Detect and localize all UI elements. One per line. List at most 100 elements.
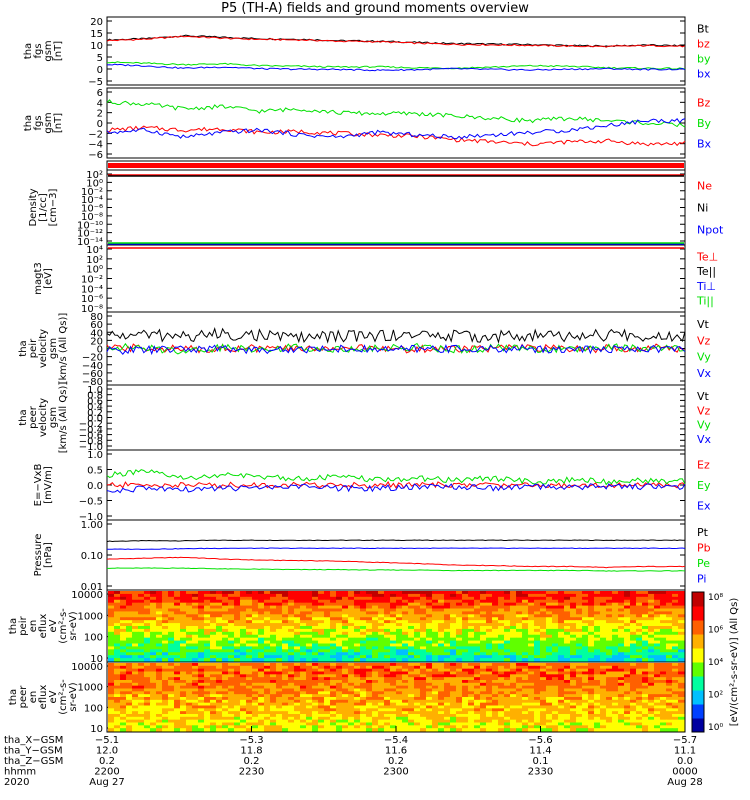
heatmap-cell — [642, 646, 649, 650]
heatmap-cell — [294, 596, 301, 601]
heatmap-cell — [612, 728, 619, 732]
heatmap-cell — [414, 628, 421, 633]
heatmap-cell — [114, 674, 121, 678]
heatmap-cell — [546, 699, 553, 704]
heatmap-cell — [228, 655, 235, 659]
heatmap-cell — [618, 637, 625, 642]
heatmap-cell — [306, 716, 313, 721]
heatmap-cell — [336, 697, 343, 701]
heatmap-cell — [192, 699, 199, 704]
y-tick-label: −0.4 — [79, 425, 103, 436]
heatmap-cell — [444, 677, 451, 681]
heatmap-cell — [558, 694, 565, 698]
heatmap-cell — [522, 711, 529, 715]
heatmap-cell — [120, 682, 127, 687]
heatmap-cell — [282, 688, 289, 692]
heatmap-cell — [366, 716, 373, 721]
heatmap-cell — [420, 711, 427, 715]
heatmap-cell — [588, 637, 595, 642]
heatmap-cell — [558, 663, 565, 667]
heatmap-cell — [420, 620, 427, 624]
heatmap-cell — [246, 593, 253, 598]
heatmap-cell — [228, 658, 235, 662]
heatmap-cell — [360, 640, 367, 644]
heatmap-cell — [240, 680, 247, 684]
heatmap-cell — [402, 682, 409, 687]
panel-frame — [106, 16, 686, 86]
heatmap-cell — [378, 688, 385, 692]
heatmap-cell — [132, 617, 139, 621]
heatmap-cell — [600, 728, 607, 732]
heatmap-cell — [672, 623, 679, 627]
heatmap-cell — [564, 637, 571, 642]
heatmap-cell — [480, 711, 487, 715]
heatmap-cell — [204, 685, 211, 689]
heatmap-cell — [648, 640, 655, 644]
heatmap-cell — [132, 680, 139, 684]
heatmap-cell — [390, 637, 397, 642]
heatmap-cell — [168, 668, 175, 672]
heatmap-cell — [372, 677, 379, 681]
heatmap-cell — [240, 699, 247, 704]
heatmap-cell — [108, 605, 115, 609]
heatmap-cell — [342, 697, 349, 701]
heatmap-cell — [438, 677, 445, 681]
heatmap-cell — [516, 591, 523, 595]
heatmap-cell — [504, 702, 511, 706]
heatmap-cell — [348, 652, 355, 656]
heatmap-cell — [216, 694, 223, 698]
heatmap-cell — [240, 674, 247, 678]
heatmap-cell — [402, 599, 409, 604]
heatmap-cell — [264, 620, 271, 624]
heatmap-cell — [162, 716, 169, 721]
heatmap-cell — [276, 643, 283, 647]
heatmap-cell — [636, 719, 643, 723]
heatmap-cell — [606, 671, 613, 675]
heatmap-cell — [336, 722, 343, 726]
heatmap-cell — [282, 663, 289, 667]
heatmap-cell — [288, 608, 295, 612]
heatmap-cell — [678, 663, 685, 667]
heatmap-cell — [576, 626, 583, 630]
heatmap-cell — [564, 697, 571, 701]
heatmap-cell — [204, 714, 211, 718]
heatmap-cell — [144, 677, 151, 681]
heatmap-cell — [594, 591, 601, 595]
colorbar-segment — [692, 721, 704, 726]
heatmap-cell — [186, 608, 193, 612]
heatmap-cell — [522, 634, 529, 639]
heatmap-cell — [324, 674, 331, 678]
heatmap-cell — [486, 714, 493, 718]
heatmap-cell — [462, 617, 469, 621]
heatmap-cell — [132, 719, 139, 723]
heatmap-cell — [492, 705, 499, 709]
heatmap-cell — [198, 658, 205, 662]
heatmap-cell — [186, 646, 193, 650]
heatmap-cell — [642, 640, 649, 644]
heatmap-cell — [504, 623, 511, 627]
heatmap-cell — [138, 677, 145, 681]
heatmap-cell — [462, 631, 469, 636]
heatmap-cell — [450, 605, 457, 609]
heatmap-cell — [516, 663, 523, 667]
heatmap-cell — [420, 602, 427, 607]
heatmap-cell — [270, 628, 277, 633]
heatmap-cell — [450, 631, 457, 636]
heatmap-cell — [552, 711, 559, 715]
heatmap-cell — [396, 722, 403, 726]
heatmap-cell — [420, 716, 427, 721]
heatmap-cell — [396, 626, 403, 630]
heatmap-cell — [246, 722, 253, 726]
heatmap-cell — [240, 668, 247, 672]
heatmap-cell — [474, 677, 481, 681]
heatmap-cell — [594, 658, 601, 662]
y-axis-label: [km/s (All Qs)] — [58, 382, 69, 454]
heatmap-cell — [642, 626, 649, 630]
heatmap-cell — [378, 680, 385, 684]
heatmap-cell — [366, 688, 373, 692]
heatmap-cell — [468, 677, 475, 681]
heatmap-cell — [426, 697, 433, 701]
heatmap-cell — [198, 611, 205, 615]
heatmap-cell — [510, 716, 517, 721]
